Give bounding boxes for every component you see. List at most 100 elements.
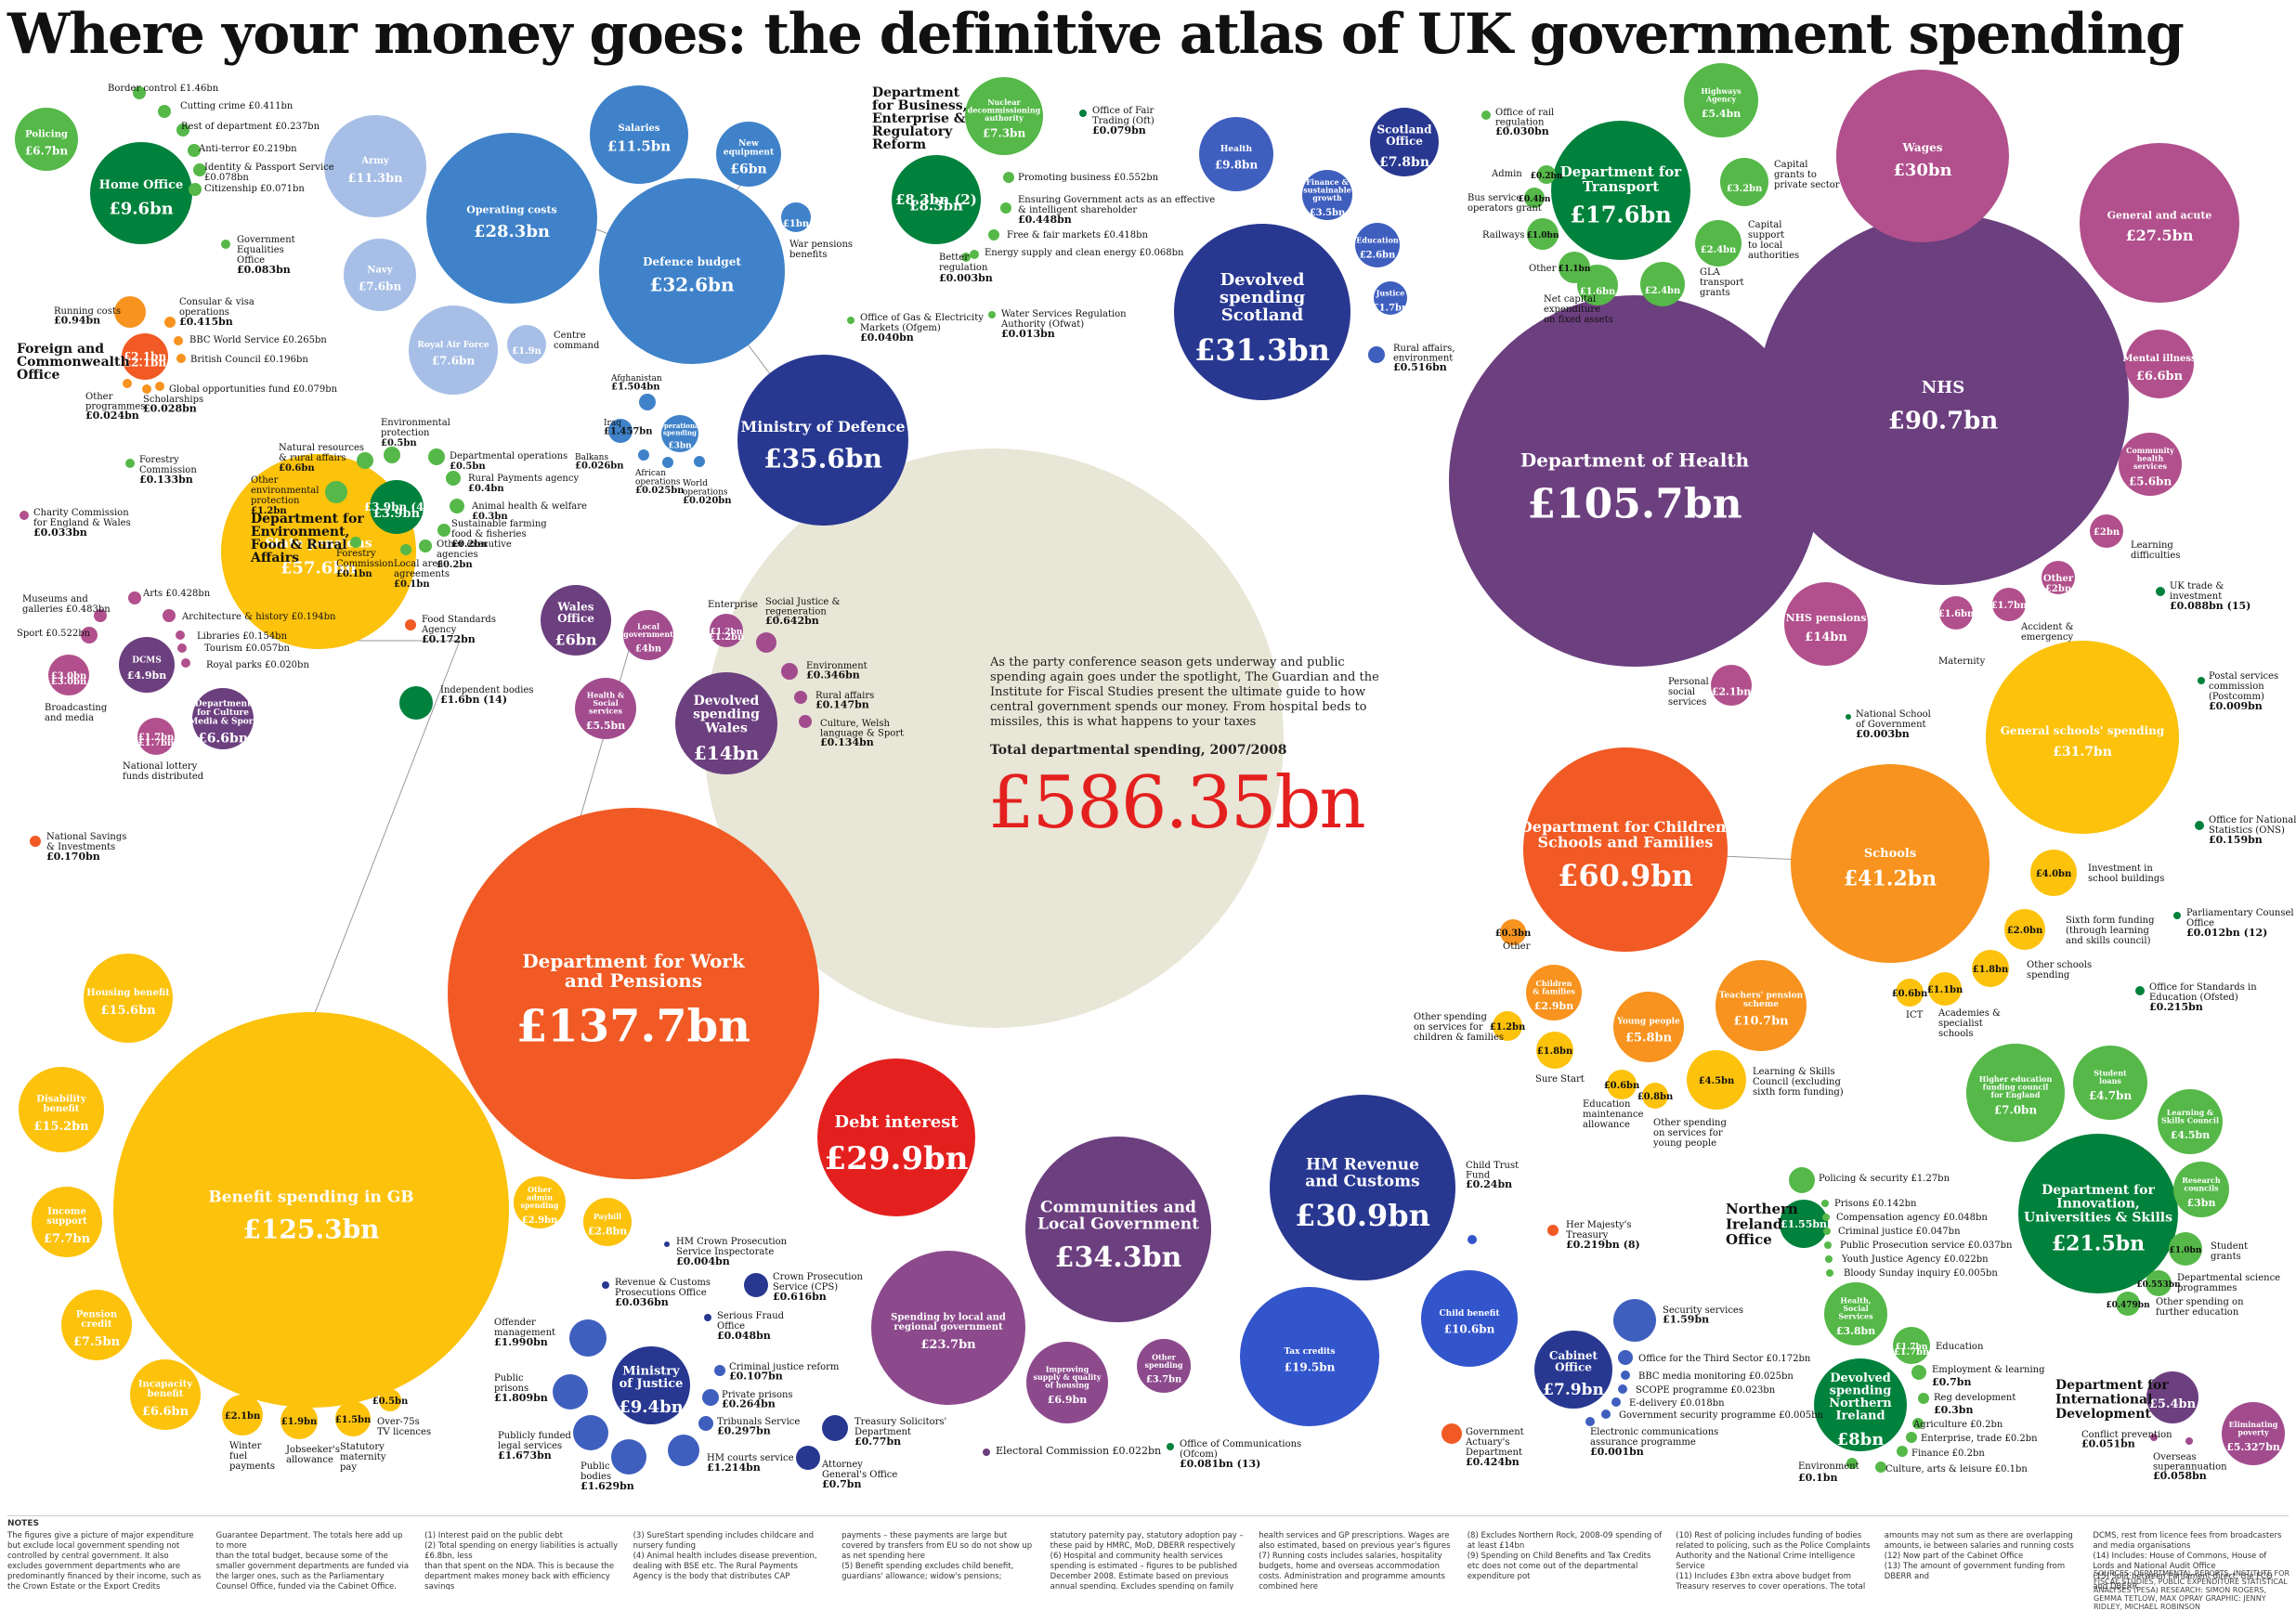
bubble-value: £1.7bn xyxy=(1894,1347,1930,1358)
bubble-child-benefit xyxy=(1421,1270,1518,1367)
bubble-name: Debt interest xyxy=(834,1112,959,1132)
bubble-value: £3bn xyxy=(2187,1197,2216,1209)
bubble-value: £57.6bn xyxy=(280,559,357,578)
bubble-government-security-programme xyxy=(1601,1410,1611,1419)
bubble-name: Education xyxy=(1356,236,1399,245)
bubble-forestry-commission xyxy=(125,459,135,468)
bubble-value: £0.3bn xyxy=(1495,929,1532,939)
bubble-value: £3.0bn xyxy=(51,677,87,687)
bubble-value: £31.3bn xyxy=(1194,332,1330,368)
bubble-name: Sure Start xyxy=(1535,1074,1585,1085)
bubble-centre-command xyxy=(507,325,546,364)
bubble-value: £7.9bn xyxy=(1543,1381,1604,1399)
bubble-value: £4.5bn xyxy=(2171,1129,2210,1141)
bubble-name: Employment & learning xyxy=(1932,1365,2045,1375)
bubble-name: Other spending xyxy=(1144,1352,1182,1369)
bubble-electronic-communications-assurance-programme xyxy=(1585,1417,1595,1426)
bubble-name: Statutory maternity pay xyxy=(340,1442,386,1473)
bubble-name: Policing xyxy=(25,129,68,139)
note-item: (14) Includes: House of Commons, House o… xyxy=(2093,1552,2267,1571)
bubble-bbc-world-service xyxy=(174,336,183,345)
bubble-paybill xyxy=(583,1198,632,1246)
bubble-label: Office for the Third Sector £0.172bn xyxy=(1638,1354,1811,1364)
bubble-value: £0.024bn xyxy=(85,409,139,422)
bubble-name: Overseas superannuation xyxy=(2153,1452,2227,1473)
bubble-name: Housing benefit xyxy=(86,988,170,998)
bubble-name: Serious Fraud Office xyxy=(717,1311,785,1332)
bubble-electoral-commission xyxy=(983,1449,990,1456)
bubble-value: £0.4bn xyxy=(1519,195,1551,204)
bubble-name: Admin xyxy=(1491,169,1522,179)
bubble-balkans xyxy=(638,449,649,461)
bubble-label: Energy supply and clean energy £0.068bn xyxy=(985,248,1184,258)
bubble-value: £0.004bn xyxy=(676,1255,730,1267)
bubble-label: Citizenship £0.071bn xyxy=(204,184,305,194)
bubble-name: Teachers' pension scheme xyxy=(1719,992,1804,1009)
bubble-name: Research councils xyxy=(2182,1176,2221,1192)
bubble-value: £5.5bn xyxy=(586,720,625,732)
bubble-wales-office xyxy=(541,585,611,656)
bubble-housing-benefit xyxy=(84,954,173,1043)
bubble-agriculture xyxy=(1912,1418,1924,1429)
bubble-value: £0.6bn xyxy=(1604,1081,1640,1091)
bubble-departmental-operations xyxy=(428,448,445,465)
bubble-name: Royal Air Force xyxy=(417,341,489,350)
bubble-value: £7.0bn xyxy=(1994,1103,2038,1116)
bubble-name: Spending by local and regional government xyxy=(891,1313,1006,1333)
bubble-name: Postal services commission (Postcomm) xyxy=(2209,671,2278,702)
bubble-value: £1.0bn xyxy=(1527,231,1559,240)
bubble-label: E-delivery £0.018bn xyxy=(1629,1398,1725,1409)
bubble-value: £1.0bn xyxy=(2170,1246,2202,1255)
bubble-name: Office for Standards in Education (Ofsted… xyxy=(2149,982,2257,1003)
page-title: Where your money goes: the definitive at… xyxy=(7,2,2185,67)
bubble-name: Department for Innovation, Universities & … xyxy=(2024,1183,2172,1225)
bubble-label: Free & fair markets £0.418bn xyxy=(1007,230,1149,240)
bubble-world-operations xyxy=(694,456,705,467)
bubble-culture-arts-leisure xyxy=(1875,1462,1886,1473)
bubble-finance-sustainable-growth xyxy=(1302,170,1352,220)
bubble-name: Food Standards Agency xyxy=(421,615,496,635)
bubble-name: Jobseeker's allowance xyxy=(285,1445,340,1465)
bubble-her-majesty-s-treasury xyxy=(1547,1225,1559,1236)
bubble-northern-ireland-office xyxy=(1780,1200,1828,1248)
bubble-name: ICT xyxy=(1906,1010,1924,1020)
total-label: Total departmental spending, 2007/2008 xyxy=(990,743,1287,758)
bubble-academies-specialist-schools xyxy=(1928,972,1962,1006)
bubble-value: £0.448bn xyxy=(1018,214,1072,226)
bubble-name: Devolved spending Scotland xyxy=(1220,270,1306,325)
bubble-salaries xyxy=(590,85,688,184)
bubble-arts xyxy=(128,591,141,604)
bubble-name: Departmental operations xyxy=(450,451,567,461)
bubble-local-government xyxy=(623,610,673,660)
bubble-name: Capital grants to private sector xyxy=(1774,160,1840,190)
bubble-name: Learning & Skills Council xyxy=(2161,1108,2219,1124)
bubble-accident-emergency xyxy=(1992,588,2026,621)
bubble-general-and-acute xyxy=(2080,143,2239,303)
bubble-name: GLA transport grants xyxy=(1700,267,1744,298)
bubble-value: £125.3bn xyxy=(242,1215,379,1245)
bubble-office-of-fair-trading-oft xyxy=(1079,110,1087,117)
bubble-value: £5.6bn xyxy=(2129,474,2172,487)
bubble-nuclear-decommissioning-authority xyxy=(965,77,1043,155)
bubble-charity-commission-for-england-wales xyxy=(20,511,29,520)
bubble-value: £0.3bn xyxy=(472,512,508,522)
bubble-war-pensions-benefits xyxy=(781,202,811,232)
bubble-name: Justice xyxy=(1376,289,1405,298)
bubble-value: £7.5bn xyxy=(73,1335,121,1349)
bubble-navy xyxy=(344,239,416,311)
bubble-debt-interest xyxy=(817,1059,975,1216)
note-item: (4) Animal health includes disease preve… xyxy=(633,1552,817,1581)
bubble-foreign-and-commonwealth-office xyxy=(122,333,168,380)
bubble-name: Office of Gas & Electricity Markets (Ofge… xyxy=(860,313,984,333)
bubble-name: Devolved spending Wales xyxy=(693,694,760,735)
bubble-label: Government security programme £0.005bn xyxy=(1619,1410,1824,1421)
bubble-value: £2.8bn xyxy=(588,1226,627,1238)
bubble-value: £1.504bn xyxy=(611,382,660,392)
bubble-value: £6bn xyxy=(730,162,766,177)
bubble-name: Paybill xyxy=(594,1212,621,1221)
bubble-national-lottery-funds-distributed xyxy=(137,718,175,755)
bubble-label: Electoral Commission £0.022bn xyxy=(996,1445,1161,1457)
bubble-name: Schools xyxy=(1864,847,1916,861)
bubble-name: Education maintenance allowance xyxy=(1583,1099,1643,1130)
bubble-value: £31.7bn xyxy=(2053,745,2112,760)
